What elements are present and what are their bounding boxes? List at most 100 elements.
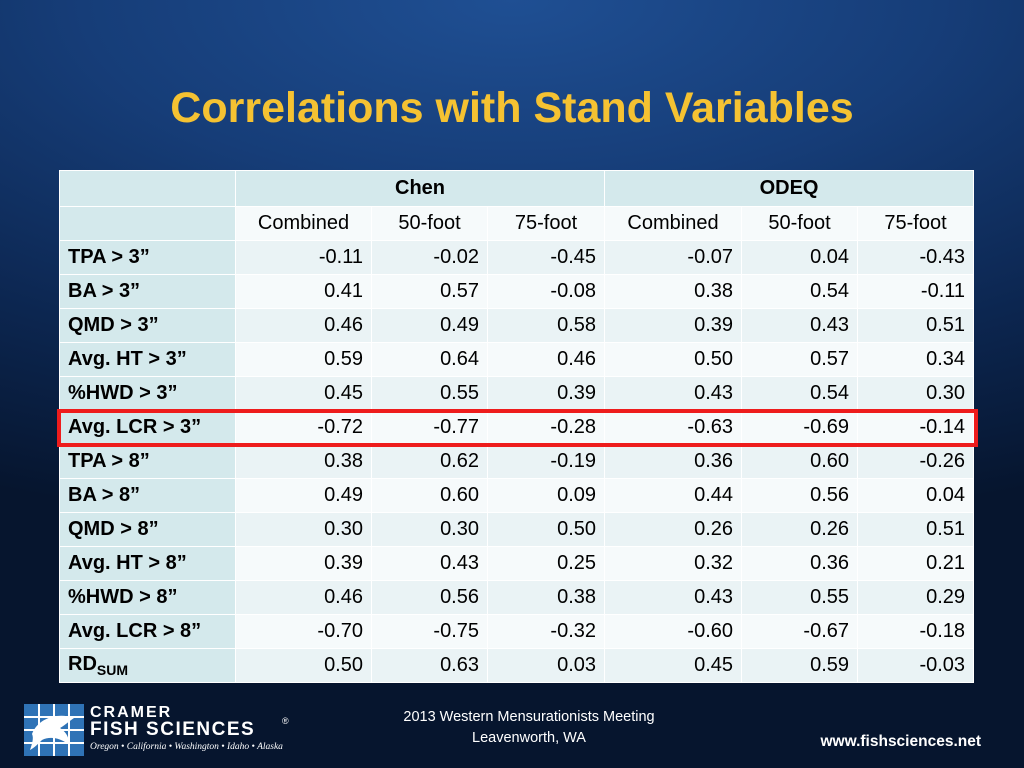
value-cell: -0.63 bbox=[604, 410, 743, 445]
row-label-text: RD bbox=[68, 653, 97, 675]
value-cell: 0.39 bbox=[486, 376, 606, 411]
website-link[interactable]: www.fishsciences.net bbox=[820, 733, 981, 750]
value-cell: 0.39 bbox=[604, 308, 743, 343]
value-cell: 0.54 bbox=[741, 376, 859, 411]
row-label: Avg. LCR > 3” bbox=[59, 410, 236, 445]
row-label: BA > 8” bbox=[59, 478, 236, 513]
value-cell: 0.36 bbox=[741, 546, 859, 581]
value-cell: -0.69 bbox=[741, 410, 859, 445]
value-cell: 0.38 bbox=[235, 444, 372, 479]
row-label: %HWD > 8” bbox=[59, 580, 236, 615]
logo-tagline: Oregon • California • Washington • Idaho… bbox=[90, 742, 283, 752]
row-label-text: TPA > 8” bbox=[68, 450, 150, 472]
value-cell: -0.07 bbox=[604, 240, 743, 275]
table-row: TPA > 8” 0.38 0.62 -0.19 0.36 0.60 -0.26 bbox=[59, 444, 975, 479]
value-cell: -0.60 bbox=[604, 614, 743, 649]
value-cell: 0.36 bbox=[604, 444, 743, 479]
value-cell: 0.45 bbox=[235, 376, 372, 411]
value-cell: 0.45 bbox=[604, 648, 743, 683]
row-label-text: QMD > 8” bbox=[68, 518, 159, 540]
table-row: %HWD > 8” 0.46 0.56 0.38 0.43 0.55 0.29 bbox=[59, 580, 975, 615]
value-cell: 0.64 bbox=[371, 342, 488, 377]
value-cell: 0.39 bbox=[235, 546, 372, 581]
value-cell: -0.72 bbox=[235, 410, 372, 445]
value-cell: 0.55 bbox=[741, 580, 859, 615]
value-cell: 0.50 bbox=[486, 512, 606, 547]
value-cell: 0.44 bbox=[604, 478, 743, 513]
value-cell: 0.43 bbox=[604, 580, 743, 615]
row-label: TPA > 8” bbox=[59, 444, 236, 479]
value-cell: -0.11 bbox=[235, 240, 372, 275]
value-cell: 0.59 bbox=[235, 342, 372, 377]
table-row: RDSUM 0.50 0.63 0.03 0.45 0.59 -0.03 bbox=[59, 648, 975, 683]
value-cell: 0.46 bbox=[235, 580, 372, 615]
value-cell: 0.58 bbox=[486, 308, 606, 343]
correlation-table-container: Chen ODEQ Combined 50-foot 75-foot Combi… bbox=[59, 170, 975, 683]
value-cell: 0.26 bbox=[604, 512, 743, 547]
value-cell: 0.03 bbox=[486, 648, 606, 683]
logo-text-cramer: CRAMER bbox=[90, 704, 173, 721]
value-cell: 0.09 bbox=[486, 478, 606, 513]
value-cell: -0.28 bbox=[486, 410, 606, 445]
row-label: Avg. HT > 8” bbox=[59, 546, 236, 581]
table-row: Avg. LCR > 3” -0.72 -0.77 -0.28 -0.63 -0.69 -0… bbox=[59, 410, 975, 445]
value-cell: 0.38 bbox=[604, 274, 743, 309]
row-label-text: %HWD > 3” bbox=[68, 382, 178, 404]
row-label: TPA > 3” bbox=[59, 240, 236, 275]
row-label: Avg. HT > 3” bbox=[59, 342, 236, 377]
meeting-name: 2013 Western Mensurationists Meeting bbox=[403, 709, 655, 725]
value-cell: 0.21 bbox=[857, 546, 975, 581]
row-label: QMD > 8” bbox=[59, 512, 236, 547]
cramer-fish-sciences-logo[interactable]: CRAMER FISH SCIENCES ® Oregon • Californ… bbox=[24, 704, 294, 756]
table-row: BA > 3” 0.41 0.57 -0.08 0.38 0.54 -0.11 bbox=[59, 274, 975, 309]
value-cell: -0.75 bbox=[371, 614, 488, 649]
row-label-text: TPA > 3” bbox=[68, 246, 150, 268]
row-label: BA > 3” bbox=[59, 274, 236, 309]
value-cell: -0.32 bbox=[486, 614, 606, 649]
value-cell: 0.50 bbox=[235, 648, 372, 683]
row-label-text: BA > 3” bbox=[68, 280, 141, 302]
value-cell: 0.50 bbox=[604, 342, 743, 377]
sub-header-cell: 50-foot bbox=[741, 206, 859, 241]
value-cell: 0.49 bbox=[235, 478, 372, 513]
row-label-text: Avg. HT > 3” bbox=[68, 348, 187, 370]
table-row: %HWD > 3” 0.45 0.55 0.39 0.43 0.54 0.30 bbox=[59, 376, 975, 411]
value-cell: -0.43 bbox=[857, 240, 975, 275]
row-label: Avg. LCR > 8” bbox=[59, 614, 236, 649]
value-cell: 0.46 bbox=[486, 342, 606, 377]
sub-header-cell: Combined bbox=[235, 206, 372, 241]
table-row: BA > 8” 0.49 0.60 0.09 0.44 0.56 0.04 bbox=[59, 478, 975, 513]
corner-cell bbox=[59, 206, 236, 241]
sub-header-cell: Combined bbox=[604, 206, 743, 241]
value-cell: -0.26 bbox=[857, 444, 975, 479]
value-cell: -0.14 bbox=[857, 410, 975, 445]
correlation-table: Chen ODEQ Combined 50-foot 75-foot Combi… bbox=[59, 170, 975, 683]
value-cell: -0.77 bbox=[371, 410, 488, 445]
table-row: TPA > 3” -0.11 -0.02 -0.45 -0.07 0.04 -0.43 bbox=[59, 240, 975, 275]
row-label-text: BA > 8” bbox=[68, 484, 141, 506]
sub-header-cell: 50-foot bbox=[371, 206, 488, 241]
value-cell: -0.11 bbox=[857, 274, 975, 309]
value-cell: 0.51 bbox=[857, 308, 975, 343]
value-cell: -0.70 bbox=[235, 614, 372, 649]
value-cell: 0.51 bbox=[857, 512, 975, 547]
row-label: RDSUM bbox=[59, 648, 236, 683]
value-cell: 0.57 bbox=[741, 342, 859, 377]
value-cell: 0.55 bbox=[371, 376, 488, 411]
value-cell: 0.25 bbox=[486, 546, 606, 581]
group-header-odeq: ODEQ bbox=[604, 170, 975, 207]
corner-cell bbox=[59, 170, 236, 207]
value-cell: 0.43 bbox=[371, 546, 488, 581]
sub-header-row: Combined 50-foot 75-foot Combined 50-foo… bbox=[59, 206, 975, 241]
value-cell: -0.19 bbox=[486, 444, 606, 479]
value-cell: 0.30 bbox=[235, 512, 372, 547]
table-row: Avg. HT > 8” 0.39 0.43 0.25 0.32 0.36 0.21 bbox=[59, 546, 975, 581]
value-cell: 0.43 bbox=[741, 308, 859, 343]
value-cell: -0.18 bbox=[857, 614, 975, 649]
value-cell: 0.57 bbox=[371, 274, 488, 309]
table-row: Avg. LCR > 8” -0.70 -0.75 -0.32 -0.60 -0.67 -0… bbox=[59, 614, 975, 649]
value-cell: -0.67 bbox=[741, 614, 859, 649]
value-cell: 0.59 bbox=[741, 648, 859, 683]
value-cell: 0.46 bbox=[235, 308, 372, 343]
row-label-text: %HWD > 8” bbox=[68, 586, 178, 608]
